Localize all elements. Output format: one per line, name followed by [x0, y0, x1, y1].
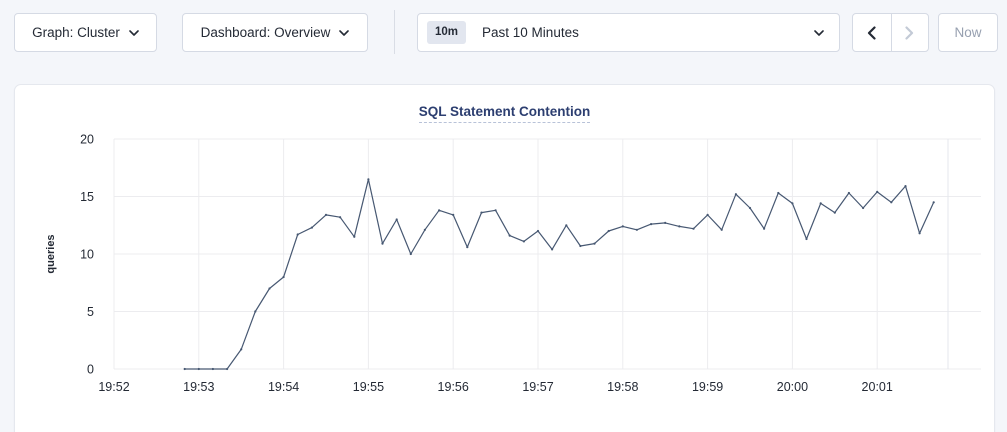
chevron-right-icon [905, 25, 914, 40]
chevron-down-icon [129, 29, 139, 36]
x-tick-label: 19:57 [522, 380, 553, 394]
chart-title[interactable]: SQL Statement Contention [418, 104, 591, 123]
x-tick-label: 19:52 [98, 380, 129, 394]
toolbar-divider [394, 10, 395, 54]
y-tick-label: 15 [80, 190, 94, 204]
x-tick-label: 19:56 [438, 380, 469, 394]
y-tick-label: 0 [87, 363, 94, 377]
line-chart[interactable]: 0 5 10 15 20 19:52 19:53 19:54 19:55 19:56 19:57 19… [15, 85, 996, 432]
time-range-badge: 10m [427, 20, 467, 45]
time-range-label: Past 10 Minutes [482, 25, 579, 40]
dashboard-dropdown[interactable]: Dashboard: Overview [182, 13, 368, 52]
x-tick-label: 19:54 [268, 380, 299, 394]
x-tick-label: 19:55 [353, 380, 384, 394]
chart-title-row: SQL Statement Contention [15, 103, 994, 123]
chevron-down-icon [339, 29, 350, 36]
chevron-down-icon [814, 29, 824, 36]
x-tick-label: 19:59 [692, 380, 723, 394]
x-tick-label: 19:53 [183, 380, 214, 394]
now-button[interactable]: Now [938, 13, 998, 52]
y-tick-label: 10 [80, 248, 94, 262]
x-tick-label: 19:58 [607, 380, 638, 394]
graph-dropdown-label: Graph: Cluster [32, 25, 120, 40]
next-time-button[interactable] [890, 14, 929, 51]
y-axis-title: queries [45, 234, 57, 273]
dashboard-dropdown-label: Dashboard: Overview [200, 25, 331, 40]
chart-card: SQL Statement Contention 0 5 10 15 20 19:52 19… [14, 84, 995, 432]
time-range-picker[interactable]: 10m Past 10 Minutes [417, 13, 840, 52]
time-step-button-group [852, 13, 929, 52]
series-line [184, 178, 935, 370]
chevron-left-icon [868, 25, 876, 40]
graph-dropdown[interactable]: Graph: Cluster [14, 13, 157, 52]
x-tick-label: 20:00 [777, 380, 808, 394]
x-tick-label: 20:01 [862, 380, 893, 394]
y-tick-label: 5 [87, 305, 94, 319]
y-tick-label: 20 [80, 133, 94, 147]
previous-time-button[interactable] [853, 14, 891, 51]
